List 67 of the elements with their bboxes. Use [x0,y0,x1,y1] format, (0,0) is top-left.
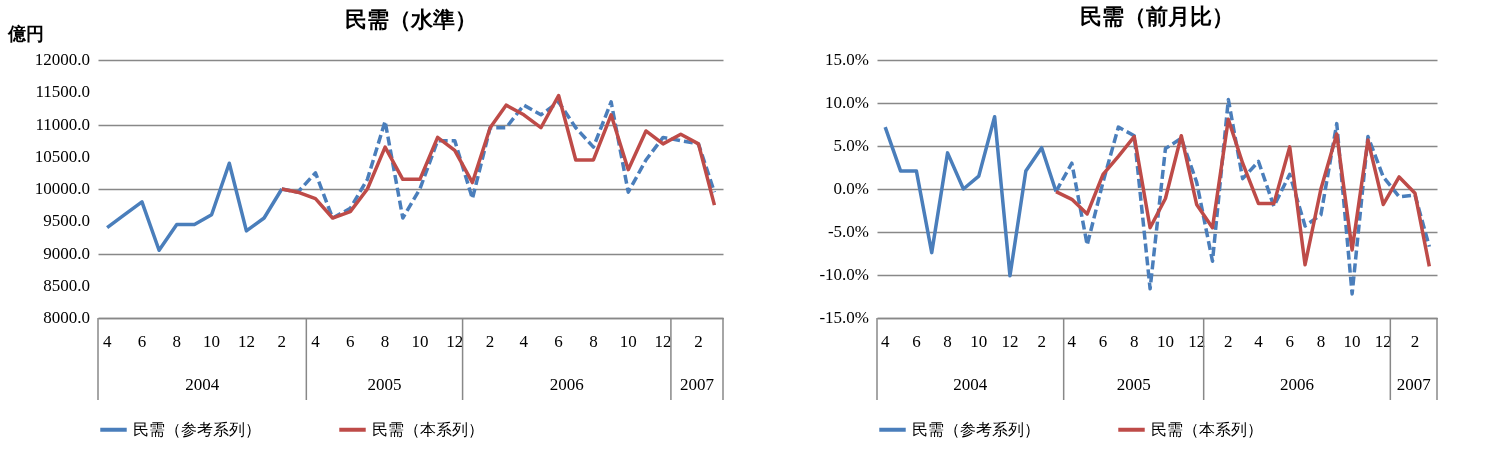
chart-title: 民需（水準） [344,7,477,32]
y-tick-label: -5.0% [827,222,869,241]
legend-label: 民需（本系列） [1151,419,1263,439]
x-tick-label: 10 [619,332,637,351]
x-tick-label: 6 [137,332,147,351]
x-tick-label: 4 [1254,332,1264,351]
x-tick-label: 10 [1343,332,1361,351]
y-tick-label: 10000.0 [34,179,90,198]
text: 2005 [367,375,402,394]
x-tick-label: 4 [880,332,890,351]
x-tick-label: 8 [1316,332,1326,351]
x-tick-label: 8 [172,332,182,351]
x-tick-label: 2 [694,332,703,351]
x-tick-label: 2 [277,332,287,351]
legend-label: 民需（本系列） [372,419,484,439]
x-tick-label: 6 [554,332,563,351]
y-tick-label: 9500.0 [43,211,90,231]
x-tick-label: 10 [411,332,429,351]
x-tick-label: 8 [380,332,390,351]
y-tick-label: 11500.0 [35,82,90,102]
x-tick-label: 4 [519,332,529,351]
y-tick-label: 0.0% [833,179,869,198]
x-tick-label: 12 [237,332,255,351]
x-tick-label: 12 [1001,332,1019,351]
x-tick-label: 6 [1285,332,1294,351]
text: 2007 [1396,375,1432,394]
text: 2005 [1116,375,1151,394]
x-tick-label: 6 [912,332,921,351]
y-tick-label: 10500.0 [34,146,90,166]
x-tick-label: 6 [346,332,355,351]
x-tick-label: 12 [654,332,672,351]
x-tick-label: 2 [485,332,495,351]
legend-label: 民需（参考系列） [133,419,261,439]
y-tick-label: 5.0% [833,136,869,155]
x-tick-label: 6 [1098,332,1108,351]
text: 2004 [185,375,220,394]
y-tick-label: 8000.0 [43,308,90,327]
legend-label: 民需（参考系列） [912,419,1040,439]
text: 2004 [953,375,988,394]
y-tick-label: -10.0% [819,265,869,284]
y-tick-label: 9000.0 [43,243,90,263]
x-tick-label: 2 [1224,332,1233,351]
line-series [1054,117,1432,269]
text: 2006 [549,375,584,394]
x-tick-label: 8 [589,332,598,351]
y-tick-label: 8500.0 [43,275,90,295]
x-tick-label: 12 [446,332,464,351]
x-tick-label: 10 [1156,332,1174,351]
y-tick-label: 12000.0 [34,50,90,69]
x-tick-label: 4 [1067,332,1077,351]
x-tick-label: 8 [943,332,952,351]
x-tick-label: 4 [102,332,112,351]
y-tick-label: 11000.0 [35,114,90,134]
x-tick-label: 2 [1410,332,1420,351]
x-tick-label: 10 [970,332,988,351]
chart-title: 民需（前月比） [1080,4,1234,29]
y-tick-label: 10.0% [825,93,869,112]
x-tick-label: 8 [1129,332,1139,351]
x-tick-label: 10 [203,332,221,351]
x-tick-label: 12 [1374,332,1392,351]
y-tick-label: -15.0% [819,308,869,327]
x-tick-label: 4 [311,332,321,351]
text: 2006 [1280,375,1314,394]
text: 2007 [679,375,715,394]
x-tick-label: 2 [1037,332,1046,351]
y-tick-label: 15.0% [825,50,869,69]
y-axis-title: 億円 [7,23,44,44]
